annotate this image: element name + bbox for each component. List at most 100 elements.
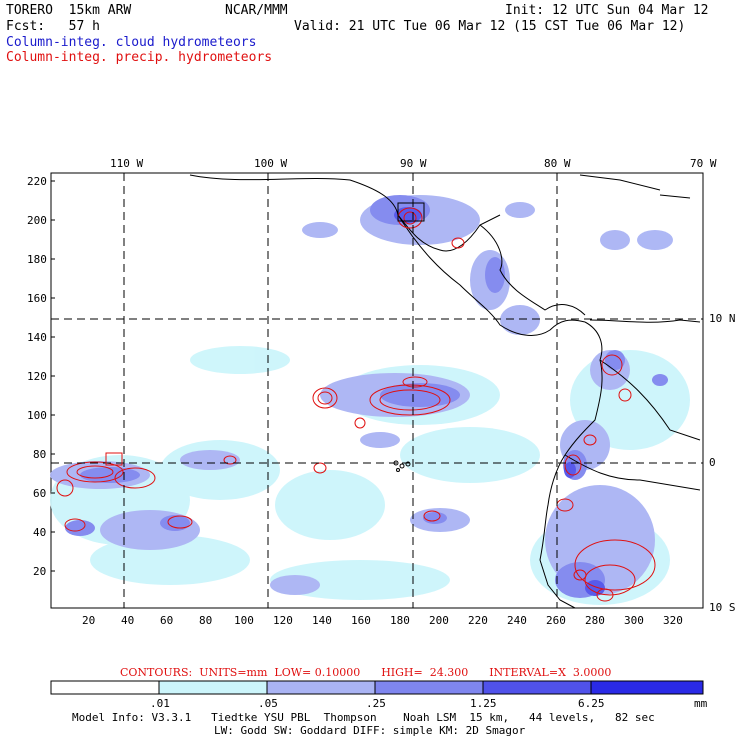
cloud-region [65,520,95,536]
y-tick-label: 60 [33,487,47,500]
y-tick-label: 160 [27,292,47,305]
x-tick-label: 220 [468,614,488,627]
x-tick-label: 320 [663,614,683,627]
lon-label: 70 W [690,157,717,170]
field-cloud-label: Column-integ. cloud hydrometeors [6,35,257,50]
lon-label: 110 W [110,157,144,170]
contour [584,564,636,596]
grid-lines [51,173,703,608]
coastline-caribbean [589,319,701,323]
contour [379,389,441,411]
colorbar-label: 1.25 [470,697,497,710]
cloud-region [564,462,576,478]
coastline-peru [539,559,576,609]
contour [601,354,623,376]
lon-label: 90 W [400,157,427,170]
x-tick-label: 80 [199,614,213,627]
contour [64,518,86,532]
contour [573,569,587,581]
cloud-region [600,230,630,250]
coastlines [189,174,701,609]
x-tick-label: 120 [273,614,293,627]
contour [167,515,193,529]
contour [596,588,614,602]
x-tick-label: 60 [160,614,174,627]
island-cuba [579,174,661,191]
coastline-gulf [479,224,586,316]
contour [451,237,465,249]
colorbar-unit: mm [694,697,708,710]
colorbar-label: .25 [366,697,386,710]
y-tick-label: 100 [27,409,47,422]
lon-label: 80 W [544,157,571,170]
x-tick-label: 140 [312,614,332,627]
contour [403,211,417,225]
contour [564,454,582,476]
cloud-region [302,222,338,238]
lat-label: 10 N [709,312,736,325]
contour [618,388,632,402]
country-border [564,454,701,491]
x-tick-label: 260 [546,614,566,627]
country-border [599,359,701,441]
forecast-hour: Fcst: 57 h [6,19,100,34]
galapagos [393,460,411,472]
axis-ticks [51,180,55,572]
y-tick-label: 80 [33,448,47,461]
precip-contours [56,207,656,602]
y-tick-label: 20 [33,565,47,578]
org-label: NCAR/MMM [225,3,288,18]
contour [313,462,327,474]
x-tick-label: 20 [82,614,96,627]
lat-label: 10 S [709,601,736,614]
cloud-region [652,374,668,386]
coastline-mexico [189,174,501,252]
contour-info: CONTOURS: UNITS=mm LOW= 0.10000 HIGH= 24… [120,666,612,679]
contour [354,417,366,429]
cloud-region [275,470,385,540]
cloud-region [500,305,540,335]
valid-time: Valid: 21 UTC Tue 06 Mar 12 (15 CST Tue … [294,19,686,34]
y-tick-label: 120 [27,370,47,383]
marker-box [397,202,425,222]
x-tick-label: 280 [585,614,605,627]
cloud-region [423,512,447,524]
marker-box [105,452,123,466]
contour [223,455,237,465]
x-tick-label: 180 [390,614,410,627]
cloud-region [100,510,200,550]
cloud-region [485,257,505,293]
cloud-region [180,450,240,470]
contour [56,479,74,497]
y-tick-label: 200 [27,214,47,227]
x-tick-label: 200 [429,614,449,627]
contour [574,539,656,591]
colorbar-label: .05 [258,697,278,710]
contour [66,461,124,483]
cloud-region [160,515,190,531]
x-tick-label: 240 [507,614,527,627]
lon-label: 100 W [254,157,288,170]
x-tick-label: 100 [234,614,254,627]
contour [402,376,428,388]
x-tick-label: 40 [121,614,135,627]
lat-label: 0 [709,456,716,469]
cloud-region [585,580,605,596]
coastline-colombia [539,321,603,561]
cloud-region [400,427,540,483]
contour [423,510,441,522]
cloud-region [270,575,320,595]
init-time: Init: 12 UTC Sun 04 Mar 12 [505,3,709,18]
colorbar-label: 6.25 [578,697,605,710]
y-tick-label: 40 [33,526,47,539]
model-info-line1: Model Info: V3.3.1 Tiedtke YSU PBL Thomp… [72,711,655,724]
colorbar-label: .01 [150,697,170,710]
field-precip-label: Column-integ. precip. hydrometeors [6,50,273,65]
model-info-line2: LW: Godd SW: Goddard DIFF: simple KM: 2D… [214,724,526,737]
contour [76,465,114,479]
island-hispaniola [659,194,691,199]
coastline-central-america [397,214,586,336]
contour [317,391,333,405]
y-tick-label: 140 [27,331,47,344]
